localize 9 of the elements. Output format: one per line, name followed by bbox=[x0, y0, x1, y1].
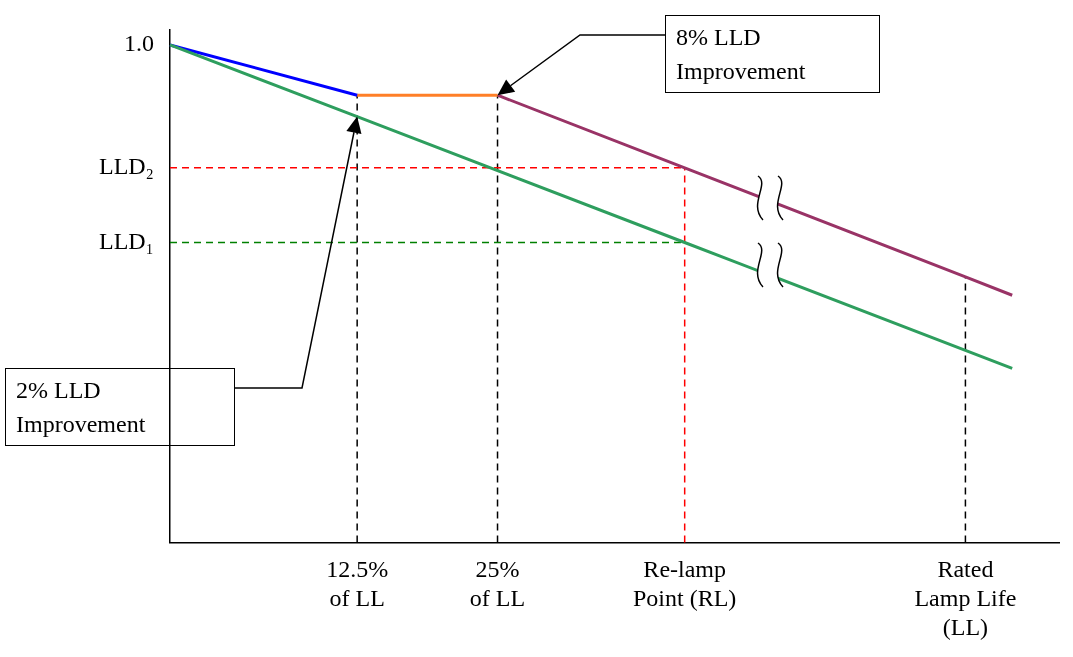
annotation: 8% LLD Improvement bbox=[665, 15, 880, 93]
x-tick-label: 25% of LL bbox=[469, 556, 526, 612]
x-tick-label: Re-lamp Point (RL) bbox=[633, 556, 737, 612]
x-tick-label: Rated Lamp Life (LL) bbox=[914, 556, 1017, 640]
text: 2% LLD Improvement bbox=[5, 368, 235, 446]
x-tick-label: 12.5% of LL bbox=[326, 556, 389, 612]
text: LLD₂ bbox=[98, 153, 154, 180]
text: 1.0 bbox=[124, 30, 154, 57]
text: LLD₁ bbox=[98, 227, 154, 254]
